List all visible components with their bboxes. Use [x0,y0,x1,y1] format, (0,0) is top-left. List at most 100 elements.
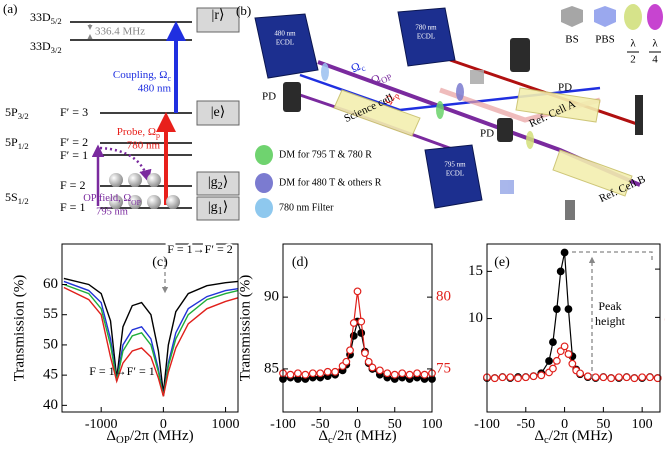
data-point [332,368,339,375]
data-point [608,375,615,382]
detector-label: PD [262,91,276,103]
level-label: F′ = 1 [60,148,88,162]
y-tick-label: 40 [43,397,58,413]
data-point [324,368,331,375]
bs [470,70,484,84]
data-point [569,360,576,367]
panel-label: (c) [152,255,168,270]
data-point [287,371,294,378]
legend-label: PBS [595,34,615,46]
data-point [507,374,514,381]
x-axis-label: Δc/2π (MHz) [534,428,612,446]
laser-label: ECDL [417,33,435,41]
text-part: ⟩ [223,200,228,215]
dm [436,101,444,119]
data-point [354,288,361,295]
data-point [585,373,592,380]
y-tick-label: 90 [264,289,279,305]
figure: (a)33D5/233D3/25P3/2F′ = 35P1/2F′ = 2F′ … [0,0,665,450]
detector-label: PD [558,82,572,94]
data-point [406,371,413,378]
laser-label: 480 nm [274,30,296,38]
data-point [310,370,317,377]
text-part: 3/2 [51,45,62,55]
text-part: p [156,131,160,140]
legend-label: λ [630,38,636,50]
text-part: /2π (MHz) [333,428,397,444]
y-tick-label: 45 [43,367,58,383]
atom [109,173,123,187]
text-part: 1/2 [18,141,29,151]
data-point [302,371,309,378]
data-point [515,375,522,382]
annotation: F = 1→F′ = 2 [167,242,233,256]
data-point [565,306,572,313]
legend-label: 780 nm Filter [279,202,334,213]
x-tick-label: 1000 [212,417,240,432]
text-part: |g [208,200,218,215]
level-label: 33D3/2 [30,39,62,55]
y-tick-label: 85 [264,360,279,376]
half-wave-icon [624,4,642,30]
data-point [414,370,421,377]
text-part: 3/2 [18,111,29,121]
y-axis-label: Transmission (%) [11,275,27,382]
data-point [550,365,557,372]
data-point [561,343,568,350]
data-point [421,371,428,378]
laser-label: ECDL [276,39,294,47]
text-part: Probe, Ω [117,126,156,138]
data-point [557,268,564,275]
plot-frame [487,244,660,412]
level-label: F′ = 3 [60,105,88,119]
x-tick-label: 100 [422,417,443,432]
data-point [362,350,369,357]
atom [147,195,161,209]
beam-label: 795 nm [96,206,128,217]
panel-label: (d) [292,255,309,270]
data-point [577,370,584,377]
data-point [538,372,545,379]
beam-label: 780 nm [127,140,161,152]
pbs-icon [594,6,616,27]
level-label: 5P3/2 [5,105,29,121]
data-point [358,330,365,337]
ket-label: |e⟩ [211,105,225,120]
pbs [500,180,514,194]
text-part: 1/2 [18,196,29,206]
text-part: 5P [5,135,18,149]
atom [147,173,161,187]
data-point [561,249,568,256]
text-part: /2π (MHz) [130,428,194,444]
text-part: 5P [5,105,18,119]
text-part: OP [131,198,141,207]
filter-icon [255,198,273,218]
laser-label: 795 nm [444,161,466,169]
annotation: height [595,314,626,328]
level-label: 5S1/2 [5,190,29,206]
annotation: F = 1→F′ = 1 [89,364,155,378]
annotation: Peak [598,299,621,313]
laser-label: ECDL [446,170,464,178]
data-point [623,374,630,381]
page: { "level_diagram": { "label": "(a)", "le… [0,0,665,450]
level-label: 5P1/2 [5,135,29,151]
text-part: 33D [30,39,51,53]
dm [456,83,464,101]
y-tick-label: 60 [43,276,58,292]
text-part: Δ [534,428,544,444]
plot-frame [62,244,238,412]
data-point [554,306,561,313]
level-label: F = 2 [60,178,85,192]
data-point [530,373,537,380]
text-part: Δ [106,428,116,444]
detector [497,118,513,142]
data-point [317,370,324,377]
legend-label: DM for 795 T & 780 R [279,149,372,160]
text-part: /2π (MHz) [549,428,613,444]
laser-label: 780 nm [415,24,437,32]
atom [166,195,180,209]
y-axis-label: Transmission (%) [237,275,253,382]
bs-icon [561,6,583,27]
y-tick-label: 10 [468,310,483,326]
